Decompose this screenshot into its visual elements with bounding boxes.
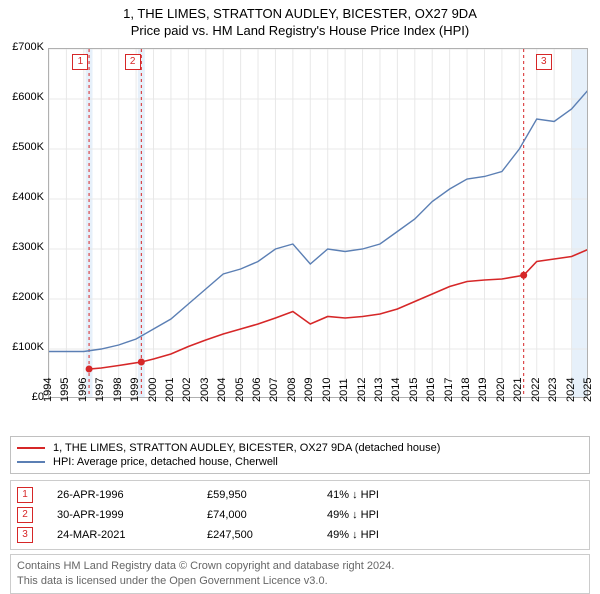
x-tick-label: 1994: [42, 372, 54, 402]
legend: 1, THE LIMES, STRATTON AUDLEY, BICESTER,…: [10, 436, 590, 474]
sale-marker-1: 1: [72, 54, 88, 70]
sale-price: £247,500: [207, 529, 327, 541]
x-tick-label: 2014: [390, 372, 402, 402]
sale-row: 1 26-APR-1996£59,95041% ↓ HPI: [17, 485, 583, 505]
x-tick-label: 2016: [425, 372, 437, 402]
x-tick-label: 2023: [547, 372, 559, 402]
x-tick-label: 1996: [77, 372, 89, 402]
legend-item: 1, THE LIMES, STRATTON AUDLEY, BICESTER,…: [17, 441, 583, 455]
footnote-line-2: This data is licensed under the Open Gov…: [17, 574, 583, 589]
sale-price: £74,000: [207, 509, 327, 521]
sale-delta: 41% ↓ HPI: [327, 489, 379, 501]
x-tick-label: 2009: [303, 372, 315, 402]
y-tick-label: £400K: [12, 191, 44, 203]
x-tick-label: 2004: [216, 372, 228, 402]
legend-swatch: [17, 447, 45, 449]
x-tick-label: 1995: [59, 372, 71, 402]
x-tick-label: 2018: [460, 372, 472, 402]
legend-label: HPI: Average price, detached house, Cher…: [53, 456, 278, 468]
legend-swatch: [17, 461, 45, 463]
x-tick-label: 2005: [234, 372, 246, 402]
y-tick-label: £100K: [12, 341, 44, 353]
y-tick-label: £500K: [12, 141, 44, 153]
x-tick-label: 2022: [530, 372, 542, 402]
sale-row: 3 24-MAR-2021£247,50049% ↓ HPI: [17, 525, 583, 545]
sale-date: 30-APR-1999: [57, 509, 207, 521]
y-tick-label: £700K: [12, 41, 44, 53]
x-tick-label: 2007: [268, 372, 280, 402]
x-tick-label: 2015: [408, 372, 420, 402]
page-title: 1, THE LIMES, STRATTON AUDLEY, BICESTER,…: [0, 0, 600, 21]
sale-marker-2: 2: [125, 54, 141, 70]
x-tick-label: 2013: [373, 372, 385, 402]
sale-date: 24-MAR-2021: [57, 529, 207, 541]
x-tick-label: 2024: [565, 372, 577, 402]
y-tick-label: £200K: [12, 291, 44, 303]
sale-delta: 49% ↓ HPI: [327, 509, 379, 521]
sale-date: 26-APR-1996: [57, 489, 207, 501]
chart-area: £0£100K£200K£300K£400K£500K£600K£700K 19…: [48, 48, 588, 398]
license-footnote: Contains HM Land Registry data © Crown c…: [10, 554, 590, 594]
x-tick-label: 2019: [477, 372, 489, 402]
y-tick-label: £300K: [12, 241, 44, 253]
sale-price: £59,950: [207, 489, 327, 501]
x-tick-label: 1997: [94, 372, 106, 402]
legend-item: HPI: Average price, detached house, Cher…: [17, 455, 583, 469]
sale-delta: 49% ↓ HPI: [327, 529, 379, 541]
x-tick-label: 2002: [181, 372, 193, 402]
footnote-line-1: Contains HM Land Registry data © Crown c…: [17, 559, 583, 574]
x-tick-label: 2003: [199, 372, 211, 402]
x-tick-label: 2000: [147, 372, 159, 402]
x-tick-label: 2011: [338, 372, 350, 402]
x-tick-label: 2012: [356, 372, 368, 402]
sale-marker-icon: 2: [17, 507, 33, 523]
x-tick-label: 2021: [512, 372, 524, 402]
x-tick-label: 2025: [582, 372, 594, 402]
x-tick-label: 2010: [321, 372, 333, 402]
line-chart: [48, 48, 588, 398]
sales-table: 1 26-APR-1996£59,95041% ↓ HPI 2 30-APR-1999…: [10, 480, 590, 550]
sale-marker-icon: 1: [17, 487, 33, 503]
x-tick-label: 2020: [495, 372, 507, 402]
x-tick-label: 2006: [251, 372, 263, 402]
sale-marker-3: 3: [536, 54, 552, 70]
x-tick-label: 2001: [164, 372, 176, 402]
page-subtitle: Price paid vs. HM Land Registry's House …: [0, 21, 600, 38]
x-tick-label: 2008: [286, 372, 298, 402]
sale-row: 2 30-APR-1999£74,00049% ↓ HPI: [17, 505, 583, 525]
x-tick-label: 2017: [443, 372, 455, 402]
y-tick-label: £600K: [12, 91, 44, 103]
x-tick-label: 1999: [129, 372, 141, 402]
legend-label: 1, THE LIMES, STRATTON AUDLEY, BICESTER,…: [53, 442, 440, 454]
sale-marker-icon: 3: [17, 527, 33, 543]
x-tick-label: 1998: [112, 372, 124, 402]
